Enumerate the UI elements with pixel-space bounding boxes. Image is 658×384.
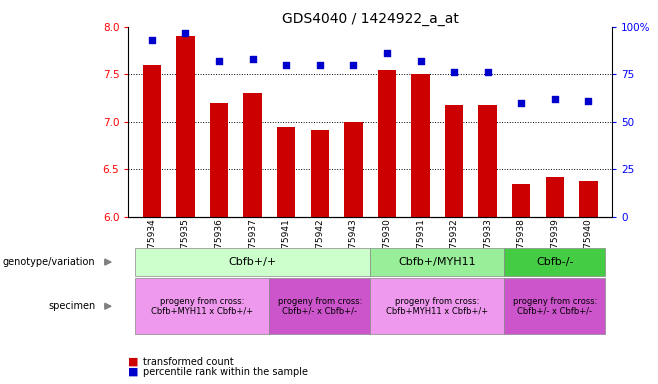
Bar [344, 122, 363, 217]
Bar [411, 74, 430, 217]
Bar [210, 103, 228, 217]
Point [315, 62, 325, 68]
Point [180, 30, 191, 36]
Title: GDS4040 / 1424922_a_at: GDS4040 / 1424922_a_at [282, 12, 459, 26]
Bar [512, 184, 530, 217]
Point [583, 98, 594, 104]
Text: transformed count: transformed count [143, 357, 234, 367]
Text: progeny from cross:
Cbfb+/- x Cbfb+/-: progeny from cross: Cbfb+/- x Cbfb+/- [278, 296, 362, 316]
Text: progeny from cross:
Cbfb+MYH11 x Cbfb+/+: progeny from cross: Cbfb+MYH11 x Cbfb+/+ [386, 296, 488, 316]
Point [147, 37, 157, 43]
Point [382, 50, 392, 56]
Text: Cbfb+/+: Cbfb+/+ [228, 257, 277, 267]
Text: ■: ■ [128, 367, 139, 377]
Bar [311, 129, 329, 217]
Bar [545, 177, 564, 217]
Text: specimen: specimen [48, 301, 95, 311]
Text: Cbfb+/MYH11: Cbfb+/MYH11 [399, 257, 476, 267]
Bar [143, 65, 161, 217]
Point [281, 62, 291, 68]
Bar [579, 181, 597, 217]
Bar [277, 127, 295, 217]
Point [516, 100, 526, 106]
Text: percentile rank within the sample: percentile rank within the sample [143, 367, 308, 377]
Text: genotype/variation: genotype/variation [3, 257, 95, 267]
Bar [445, 105, 463, 217]
Text: progeny from cross:
Cbfb+MYH11 x Cbfb+/+: progeny from cross: Cbfb+MYH11 x Cbfb+/+ [151, 296, 253, 316]
Bar [176, 36, 195, 217]
Bar [243, 93, 262, 217]
Point [348, 62, 359, 68]
Point [482, 70, 493, 76]
Point [449, 70, 459, 76]
Bar [378, 70, 396, 217]
Text: ■: ■ [128, 357, 139, 367]
Text: Cbfb-/-: Cbfb-/- [536, 257, 574, 267]
Point [415, 58, 426, 64]
Bar [478, 105, 497, 217]
Point [214, 58, 224, 64]
Point [247, 56, 258, 62]
Text: progeny from cross:
Cbfb+/- x Cbfb+/-: progeny from cross: Cbfb+/- x Cbfb+/- [513, 296, 597, 316]
Point [549, 96, 560, 102]
